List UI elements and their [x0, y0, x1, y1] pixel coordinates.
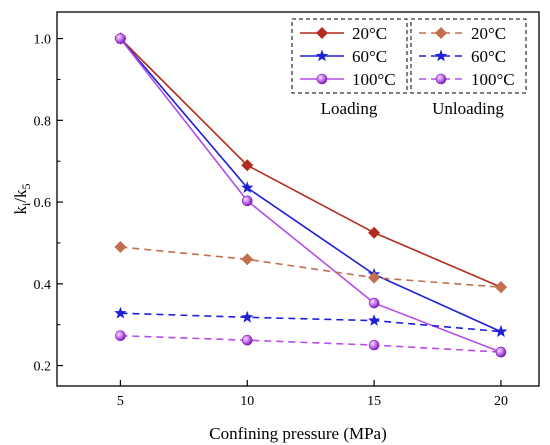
data-point [114, 306, 127, 319]
series-line [120, 246, 501, 288]
legend-swatch-marker [435, 27, 447, 39]
legend-box-unloading [410, 18, 527, 94]
legend-label: 20°C [352, 24, 387, 43]
x-tick-label: 5 [117, 394, 124, 409]
legend: 20°C 60°C 100°C Loading 20°C 60°C 100°C Unloadi… [291, 18, 527, 118]
series-line [119, 38, 502, 333]
data-point [241, 159, 254, 172]
legend-label: 60°C [471, 47, 506, 66]
series-unloading-60c [114, 306, 508, 337]
legend-group-label: Unloading [432, 99, 504, 118]
series-line [120, 312, 501, 333]
data-point [368, 271, 381, 284]
legend-label: 20°C [471, 24, 506, 43]
data-point [241, 310, 254, 323]
x-tick-label: 10 [240, 394, 254, 409]
data-point [114, 241, 127, 254]
series-line [120, 334, 501, 353]
legend-swatch-marker [316, 73, 328, 85]
legend-swatch-marker [316, 27, 328, 39]
data-point [241, 181, 254, 194]
x-tick-label: 15 [367, 394, 381, 409]
series-line [119, 38, 502, 353]
data-point [241, 334, 253, 346]
legend-swatch-marker [435, 73, 447, 85]
y-tick-label: 0.2 [34, 360, 52, 375]
legend-label: 100°C [352, 70, 396, 89]
data-point [367, 314, 381, 326]
y-axis-title-sub-i: i [19, 202, 33, 206]
legend-label: 100°C [471, 70, 515, 89]
series-unloading-20c [114, 241, 507, 294]
data-point [368, 339, 380, 351]
x-axis-title: Confining pressure (MPa) [209, 424, 387, 443]
y-tick-label: 0.6 [34, 196, 52, 211]
data-point [495, 346, 507, 358]
data-point [494, 281, 507, 294]
data-point [241, 253, 254, 266]
y-axis-title-k: k [11, 206, 30, 215]
legend-group-label: Loading [321, 99, 378, 118]
x-tick-label: 20 [494, 394, 508, 409]
legend-swatch-marker [434, 49, 448, 62]
data-point [241, 195, 253, 207]
plot-frame [56, 11, 540, 387]
data-point [368, 226, 381, 239]
data-point [115, 330, 126, 342]
y-tick-label: 0.8 [34, 114, 52, 129]
series-layer [114, 32, 508, 358]
series-line [119, 38, 502, 288]
axis-ticks: 5 10 15 20 0.2 0.4 0.6 0.8 1.0 [34, 33, 508, 409]
data-point [115, 33, 126, 44]
data-point [368, 297, 380, 309]
data-point [494, 325, 508, 337]
y-axis-title: ki/k5 [11, 183, 33, 214]
legend-swatch-marker [315, 49, 329, 62]
y-tick-label: 0.4 [34, 278, 52, 293]
y-tick-label: 1.0 [34, 33, 52, 48]
legend-label: 60°C [352, 47, 387, 66]
series-unloading-100c [115, 330, 507, 358]
y-axis-title-sub-5: 5 [19, 183, 33, 189]
y-axis-title-slash-k: /k [11, 189, 30, 203]
